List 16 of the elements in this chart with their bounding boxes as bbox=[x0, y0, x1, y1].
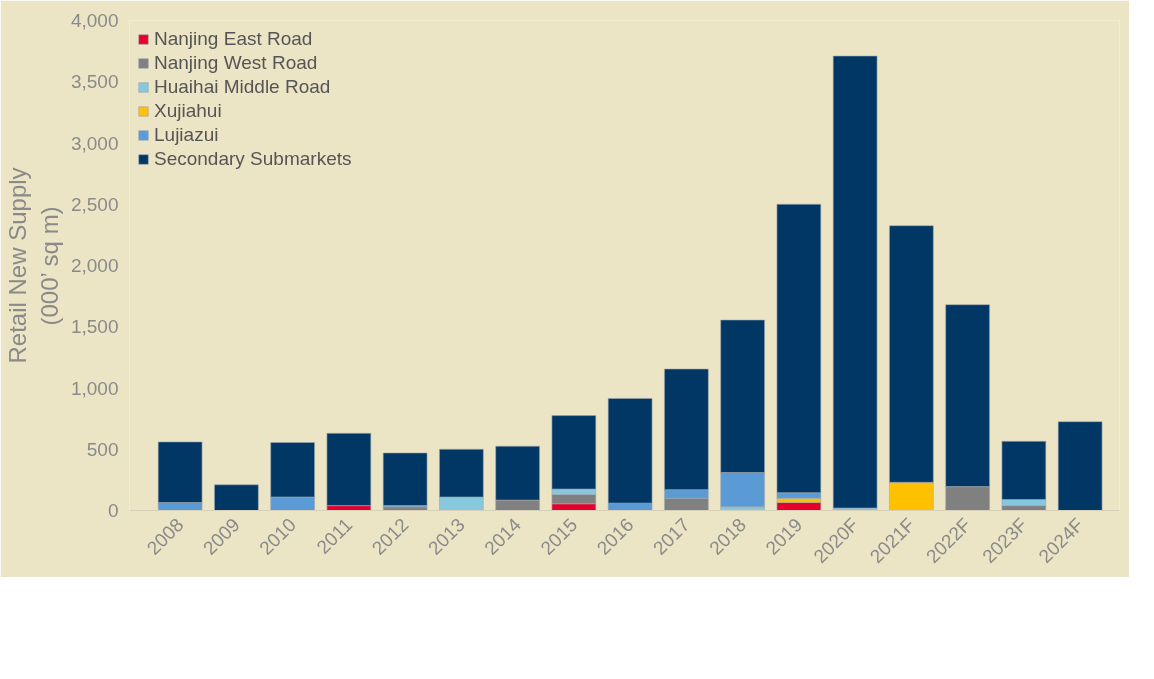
y-tick-label: 1,500 bbox=[70, 316, 119, 338]
legend-label: Huaihai Middle Road bbox=[154, 76, 331, 98]
y-tick-label: 0 bbox=[107, 500, 119, 521]
legend-label: Xujiahui bbox=[154, 100, 222, 122]
legend-label: Nanjing West Road bbox=[154, 52, 318, 74]
legend-label: Lujiazui bbox=[154, 124, 219, 146]
y-tick-label: 2,000 bbox=[70, 255, 119, 276]
legend-label: Secondary Submarkets bbox=[154, 148, 352, 170]
y-tick-label: 3,000 bbox=[70, 132, 119, 154]
y-tick-label: 4,000 bbox=[70, 10, 119, 31]
legend-label: Nanjing East Road bbox=[154, 28, 313, 50]
y-axis-title: Retail New Supply (000’ sq m) bbox=[3, 167, 63, 364]
y-tick-label: 2,500 bbox=[70, 193, 119, 215]
y-tick-label: 3,500 bbox=[70, 71, 119, 93]
y-tick-label: 500 bbox=[86, 438, 119, 460]
y-tick-label: 1,000 bbox=[70, 377, 119, 399]
